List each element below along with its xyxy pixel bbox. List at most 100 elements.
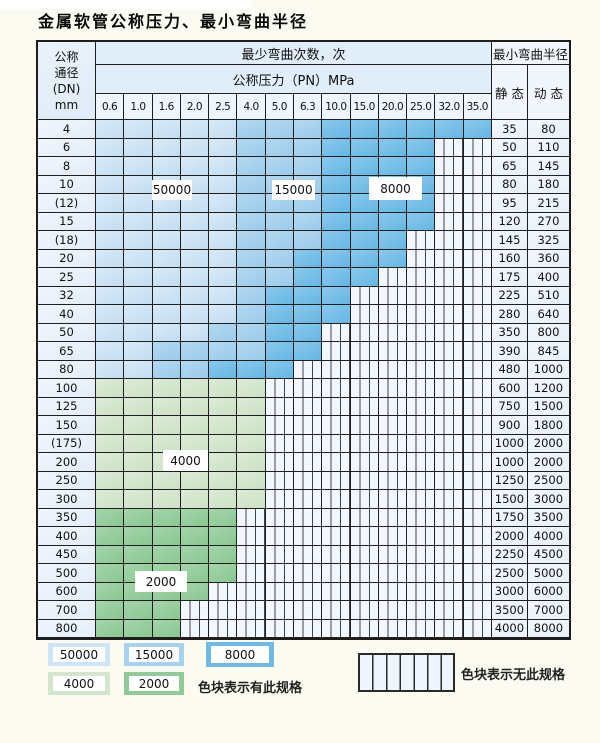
pressure-cell-8000-cycles xyxy=(378,120,408,139)
pressure-cell-no-spec xyxy=(378,508,408,527)
pressure-cell-no-spec xyxy=(350,397,379,416)
static-radius-cell: 2000 xyxy=(491,527,528,546)
pressure-cell-no-spec xyxy=(322,619,351,638)
pressure-cell-no-spec xyxy=(350,619,379,638)
pressure-cell-8000-cycles xyxy=(293,305,323,324)
pressure-cell-no-spec xyxy=(435,323,464,342)
pressure-cell-8000-cycles xyxy=(322,157,351,176)
pressure-cell-no-spec xyxy=(407,564,436,583)
pressure-cell-2000-cycles xyxy=(180,582,210,601)
pressure-cell-2000-cycles xyxy=(124,508,153,527)
dn-cell: 200 xyxy=(38,453,96,472)
static-radius-cell: 1250 xyxy=(491,471,528,490)
dynamic-radius-cell: 5000 xyxy=(527,564,569,583)
pressure-cell-8000-cycles xyxy=(350,120,379,139)
pressure-cell-no-spec xyxy=(435,194,464,213)
dynamic-radius-cell: 215 xyxy=(527,194,569,213)
pressure-cell-no-spec xyxy=(293,490,323,509)
pressure-cell-4000-cycles xyxy=(152,490,181,509)
pressure-cell-4000-cycles xyxy=(237,379,266,398)
pressure-cell-50000-cycles xyxy=(209,120,238,139)
pressure-column-header: 1.6 xyxy=(152,94,181,120)
pressure-column-header: 35.0 xyxy=(463,94,492,120)
pressure-column-header: 32.0 xyxy=(435,94,464,120)
dynamic-radius-cell: 1800 xyxy=(527,416,569,435)
pressure-cell-no-spec xyxy=(463,175,492,194)
pressure-cell-no-spec xyxy=(407,508,436,527)
static-radius-cell: 3500 xyxy=(491,601,528,620)
dynamic-radius-cell: 6000 xyxy=(527,582,569,601)
table-row: (18) 145 325 xyxy=(38,231,569,250)
pressure-cell-2000-cycles xyxy=(152,508,181,527)
pressure-cell-no-spec xyxy=(293,564,323,583)
pressure-cell-no-spec xyxy=(378,545,408,564)
static-radius-cell: 95 xyxy=(491,194,528,213)
pressure-cell-no-spec xyxy=(435,601,464,620)
dn-cell: 6 xyxy=(38,138,96,157)
cycles-region-label: 2000 xyxy=(135,571,187,592)
pressure-cell-50000-cycles xyxy=(180,249,210,268)
pressure-cell-2000-cycles xyxy=(209,564,238,583)
pressure-cell-50000-cycles xyxy=(209,212,238,231)
pressure-cell-2000-cycles xyxy=(180,545,210,564)
static-radius-cell: 390 xyxy=(491,342,528,361)
pressure-cell-no-spec xyxy=(322,360,351,379)
corner-header-line: 公称 xyxy=(54,49,79,64)
pressure-cell-no-spec xyxy=(322,434,351,453)
pressure-cell-no-spec xyxy=(463,619,492,638)
table-row: 40 280 640 xyxy=(38,305,569,324)
dn-cell: 4 xyxy=(38,120,96,139)
pressure-cell-no-spec xyxy=(378,268,408,287)
pressure-cell-2000-cycles xyxy=(96,527,125,546)
pressure-column-header: 4.0 xyxy=(237,94,266,120)
legend-swatch-label: 2000 xyxy=(129,676,179,691)
static-radius-cell: 2500 xyxy=(491,564,528,583)
pressure-cell-no-spec xyxy=(435,175,464,194)
pressure-cell-2000-cycles xyxy=(124,619,153,638)
legend-swatch-label: 50000 xyxy=(53,647,105,662)
pressure-cell-no-spec xyxy=(293,434,323,453)
pressure-cell-2000-cycles xyxy=(96,582,125,601)
pressure-cell-no-spec xyxy=(322,582,351,601)
pressure-cell-50000-cycles xyxy=(124,212,153,231)
table-row: 400 2000 4000 xyxy=(38,527,569,546)
pressure-cell-50000-cycles xyxy=(96,360,125,379)
pressure-cell-no-spec xyxy=(378,582,408,601)
pressure-cell-2000-cycles xyxy=(180,564,210,583)
legend-swatch-15000: 15000 xyxy=(124,643,184,666)
dn-cell: 250 xyxy=(38,471,96,490)
pressure-cell-4000-cycles xyxy=(96,434,125,453)
pressure-cell-8000-cycles xyxy=(265,286,294,305)
pressure-cell-no-spec xyxy=(407,619,436,638)
pressure-cell-8000-cycles xyxy=(407,212,436,231)
pressure-cell-no-spec xyxy=(463,490,492,509)
corner-header-dn: 公称 通径 (DN) mm xyxy=(38,42,96,120)
pressure-cell-15000-cycles xyxy=(293,138,323,157)
pressure-cell-4000-cycles xyxy=(180,416,210,435)
pressure-cell-no-spec xyxy=(350,582,379,601)
pressure-cell-50000-cycles xyxy=(124,120,153,139)
pressure-cell-8000-cycles xyxy=(293,286,323,305)
pressure-cell-4000-cycles xyxy=(152,416,181,435)
pressure-cell-8000-cycles xyxy=(322,212,351,231)
pressure-cell-no-spec xyxy=(463,508,492,527)
pressure-cell-no-spec xyxy=(293,601,323,620)
pressure-cell-no-spec xyxy=(407,601,436,620)
pressure-cell-4000-cycles xyxy=(209,471,238,490)
pressure-cell-no-spec xyxy=(265,453,294,472)
pressure-cell-no-spec xyxy=(322,323,351,342)
dynamic-radius-cell: 3500 xyxy=(527,508,569,527)
pressure-cell-no-spec xyxy=(463,305,492,324)
static-radius-cell: 3000 xyxy=(491,582,528,601)
pressure-cell-4000-cycles xyxy=(180,471,210,490)
dynamic-radius-cell: 7000 xyxy=(527,601,569,620)
pressure-cell-50000-cycles xyxy=(124,231,153,250)
pressure-cell-no-spec xyxy=(293,508,323,527)
static-radius-cell: 750 xyxy=(491,397,528,416)
pressure-cell-no-spec xyxy=(265,582,294,601)
scan-artifact-strip xyxy=(0,0,252,9)
pressure-cell-50000-cycles xyxy=(96,323,125,342)
pressure-cell-15000-cycles xyxy=(265,231,294,250)
pressure-cell-no-spec xyxy=(435,286,464,305)
